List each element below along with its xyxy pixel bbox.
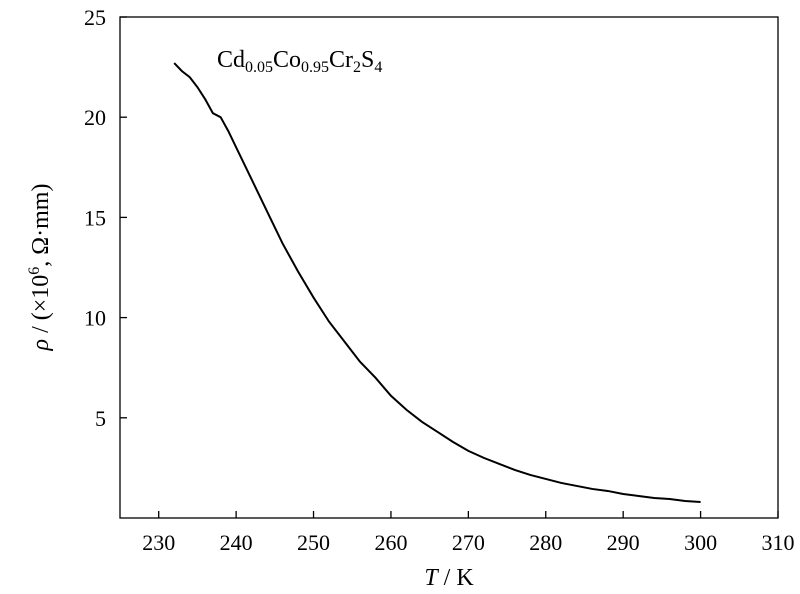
annotation-part: S	[361, 47, 374, 73]
annotation-part: 4	[374, 59, 382, 76]
line	[173, 62, 701, 503]
y-tick-label: 15	[84, 205, 106, 230]
plot-frame	[119, 16, 779, 519]
x-tick-label: 290	[607, 530, 640, 555]
x-label-part: T	[424, 565, 439, 591]
y-label-part: ρ	[28, 339, 54, 352]
x-tick-label: 230	[142, 530, 175, 555]
x-label-part: / K	[438, 565, 475, 591]
annotation-part: Cd	[217, 47, 245, 73]
y-tick-label: 25	[84, 5, 106, 30]
x-tick-label: 300	[684, 530, 717, 555]
annotation-part: Co	[273, 47, 301, 73]
x-tick-label: 270	[452, 530, 485, 555]
y-tick-label: 5	[95, 406, 106, 431]
y-tick-label: 20	[84, 105, 106, 130]
annotation-part: 0.05	[245, 59, 273, 76]
annotation-part: Cr	[329, 47, 353, 73]
x-tick-label: 240	[220, 530, 253, 555]
x-axis-label: T / K	[424, 565, 474, 591]
y-label-part: 6	[26, 267, 43, 275]
x-tick-label: 280	[529, 530, 562, 555]
y-axis-label: ρ / (×106, Ω·mm)	[26, 184, 54, 352]
y-tick-label: 10	[84, 306, 106, 331]
annotation: Cd0.05Co0.95Cr2S4	[217, 47, 382, 76]
annotation-part: 2	[353, 59, 361, 76]
y-label-part: , Ω·mm)	[28, 184, 54, 267]
y-label-part: / (×10	[28, 275, 54, 339]
x-tick-label: 260	[374, 530, 407, 555]
x-tick-label: 250	[297, 530, 330, 555]
annotation-part: 0.95	[301, 59, 329, 76]
x-tick-label: 310	[762, 530, 795, 555]
